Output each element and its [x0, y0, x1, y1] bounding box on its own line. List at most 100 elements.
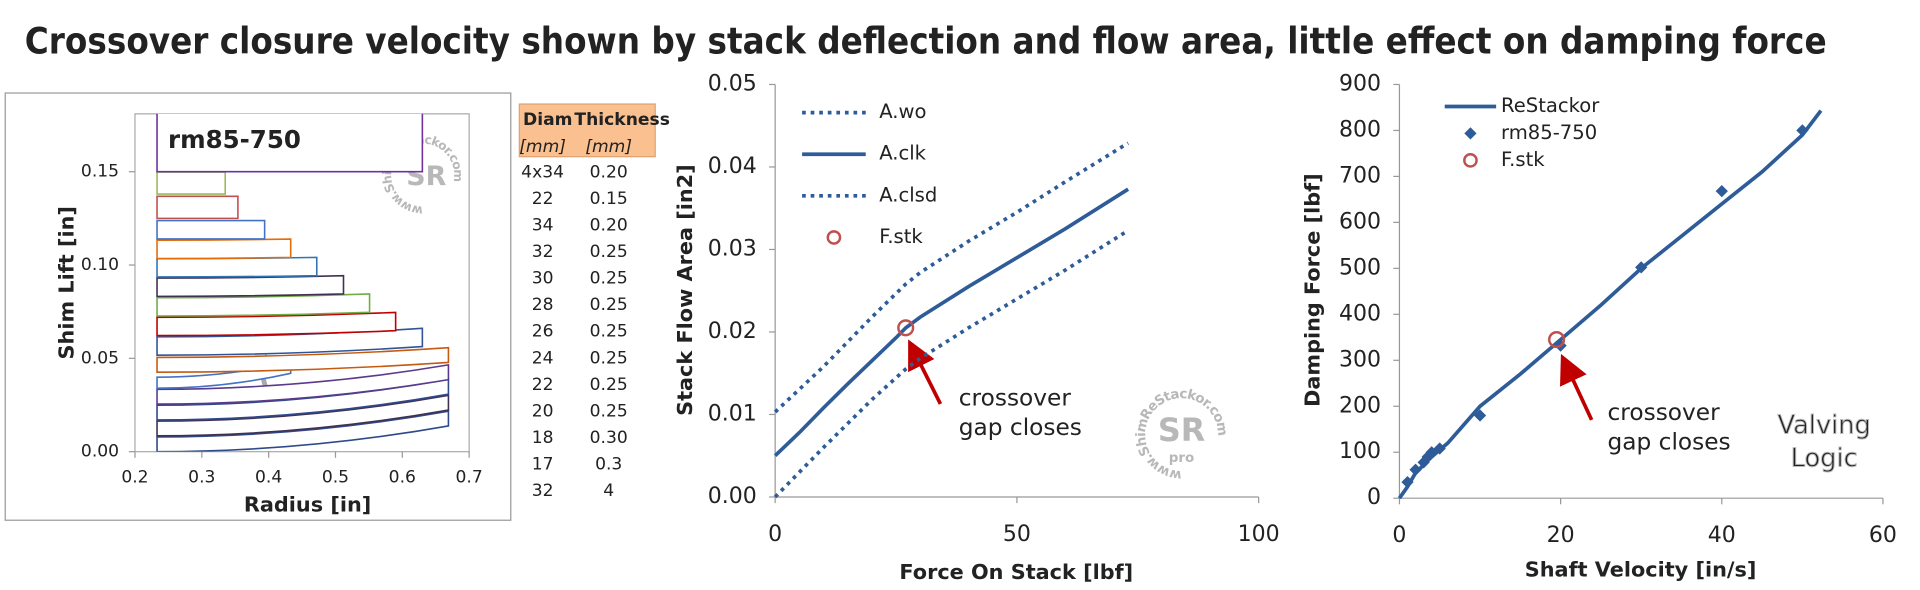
- y-tick-label: 0.00: [81, 442, 119, 462]
- table-cell: 0.25: [590, 375, 628, 395]
- table-cell: 22: [532, 189, 554, 209]
- x-tick-label: 0: [1392, 523, 1406, 548]
- series-line: [773, 141, 1130, 414]
- annotation-arrow: [1560, 353, 1594, 421]
- y-tick-label: 0.04: [708, 154, 757, 179]
- y-tick-label: 0.01: [708, 401, 757, 426]
- legend-label: A.clk: [879, 142, 926, 165]
- legend-label: ReStackor: [1501, 94, 1600, 117]
- data-point: [1796, 124, 1809, 137]
- table-header: Diam: [523, 110, 573, 130]
- y-tick-label: 0.10: [81, 255, 119, 275]
- legend-label: F.stk: [1501, 148, 1545, 171]
- x-tick-label: 0.7: [456, 467, 483, 487]
- table-cell: 0.25: [590, 295, 628, 315]
- table-cell: 30: [532, 269, 554, 289]
- x-tick-label: 60: [1869, 523, 1897, 548]
- y-tick-label: 0.05: [708, 71, 757, 96]
- x-axis-title: Force On Stack [lbf]: [899, 560, 1133, 584]
- table-cell: 0.30: [590, 428, 628, 448]
- watermark-brand: Valving: [1777, 410, 1870, 440]
- shim: [156, 346, 450, 373]
- table-cell: 17: [532, 454, 554, 474]
- table-cell: 0.25: [590, 322, 628, 342]
- x-tick-label: 0.2: [121, 467, 148, 487]
- x-tick-label: 0.6: [389, 467, 416, 487]
- y-tick-label: 0.05: [81, 348, 119, 368]
- shim: [156, 394, 450, 437]
- x-tick-label: 100: [1238, 522, 1280, 547]
- x-tick-label: 0.4: [255, 467, 282, 487]
- legend-label: A.clsd: [879, 183, 937, 206]
- x-tick-label: 40: [1708, 523, 1736, 548]
- shim-stack: [156, 113, 450, 452]
- table-cell: 0.25: [590, 242, 628, 262]
- x-tick-label: 50: [1003, 522, 1031, 547]
- title: Crossover closure velocity shown by stac…: [25, 19, 1827, 62]
- y-tick-label: 0: [1367, 485, 1381, 510]
- shim: [156, 256, 318, 278]
- table-header-bg: [518, 103, 656, 158]
- y-tick-label: 100: [1339, 439, 1381, 464]
- shim: [156, 327, 424, 356]
- y-tick-label: 0.00: [708, 484, 757, 509]
- y-tick-label: 700: [1339, 163, 1381, 188]
- table-cell: 0.3: [595, 454, 622, 474]
- table-cell: 0.15: [590, 189, 628, 209]
- data-point: [1433, 442, 1446, 455]
- data-point: [897, 319, 915, 337]
- annotation: gap closes: [1608, 429, 1731, 456]
- shim: [156, 113, 424, 173]
- y-tick-label: 0.15: [81, 162, 119, 182]
- shim: [156, 171, 227, 195]
- y-tick-label: 400: [1339, 301, 1381, 326]
- shim: [156, 219, 266, 240]
- y-tick-label: 900: [1339, 71, 1381, 96]
- legend-symbol: [1464, 127, 1477, 140]
- legend-label: rm85-750: [1501, 121, 1597, 144]
- legend-label: A.wo: [879, 100, 926, 123]
- table-cell: 20: [532, 401, 554, 421]
- watermark-brand: Logic: [1791, 444, 1858, 474]
- y-tick-label: 0.02: [708, 319, 757, 344]
- shim: [156, 195, 239, 220]
- table-cell: 0.20: [590, 216, 628, 236]
- table-cell: 4: [603, 481, 614, 501]
- table-cell: 32: [532, 481, 554, 501]
- table-cell: 0.25: [590, 269, 628, 289]
- series-line: [773, 228, 1130, 499]
- x-tick-label: 0: [768, 522, 782, 547]
- y-tick-label: 800: [1339, 117, 1381, 142]
- shim: [156, 238, 292, 260]
- table-cell: 4x34: [521, 163, 564, 183]
- watermark-logo: SR: [1158, 411, 1205, 449]
- table-header: Thickness: [574, 110, 669, 130]
- chart-frame: [4, 92, 512, 521]
- y-tick-label: 300: [1339, 347, 1381, 372]
- x-axis-title: Shaft Velocity [in/s]: [1525, 557, 1757, 581]
- x-tick-label: 0.3: [188, 467, 215, 487]
- y-tick-label: 600: [1339, 209, 1381, 234]
- table-cell: 28: [532, 295, 554, 315]
- shim: [156, 410, 450, 452]
- annotation: crossover: [1608, 399, 1721, 426]
- table-unit: [mm]: [519, 137, 566, 157]
- table-cell: 0.20: [590, 163, 628, 183]
- shim: [156, 363, 450, 405]
- table-cell: 26: [532, 322, 554, 342]
- table-cell: 22: [532, 375, 554, 395]
- y-axis-title: Shim Lift [in]: [55, 206, 79, 359]
- y-tick-label: 200: [1339, 393, 1381, 418]
- x-tick-label: 20: [1547, 523, 1575, 548]
- y-tick-label: 500: [1339, 255, 1381, 280]
- annotation: crossover: [959, 385, 1072, 412]
- y-axis-title: Damping Force [lbf]: [1301, 173, 1325, 407]
- table-unit: [mm]: [585, 137, 632, 157]
- data-point: [1715, 184, 1728, 198]
- data-point: [1409, 463, 1422, 476]
- shim: [156, 274, 345, 298]
- x-tick-label: 0.5: [322, 467, 349, 487]
- legend-symbol: [826, 230, 842, 245]
- y-tick-label: 0.03: [708, 236, 757, 261]
